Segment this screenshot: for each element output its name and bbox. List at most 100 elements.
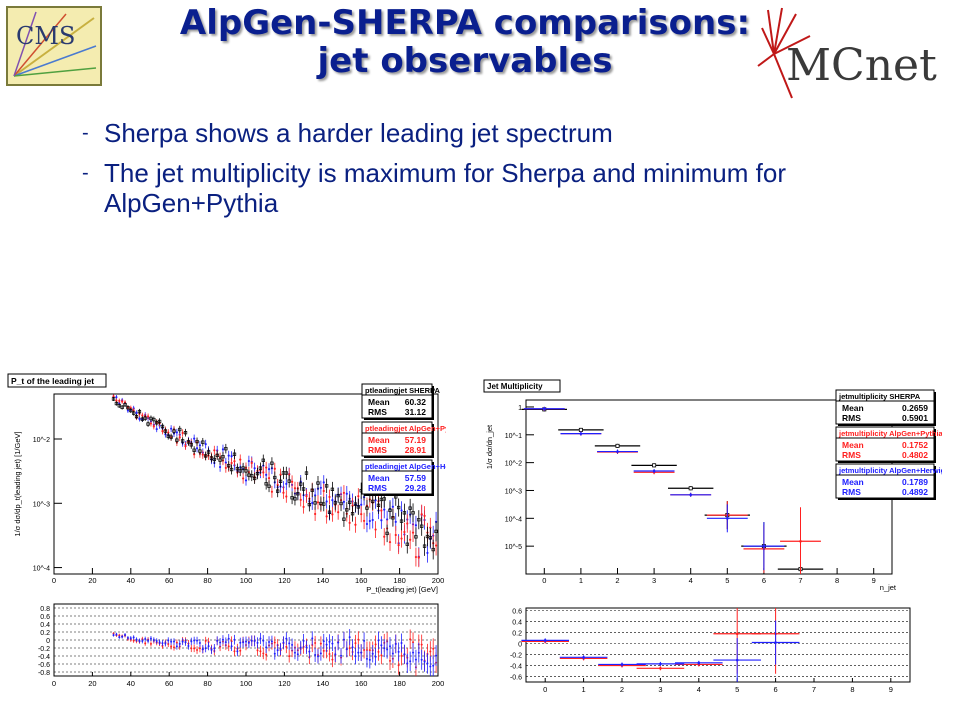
data-point xyxy=(308,650,311,653)
jet-multiplicity-chart: Jet Multiplicity 0 1 2 3 4 5 6 7 8 9 n_jet 1 10^-1 10^… xyxy=(482,378,942,596)
data-point xyxy=(319,642,322,645)
data-point xyxy=(363,649,366,652)
data-point xyxy=(170,640,173,643)
data-point xyxy=(368,658,371,661)
data-point xyxy=(132,409,135,412)
data-point xyxy=(652,463,657,468)
data-point xyxy=(121,635,124,638)
data-point xyxy=(333,501,337,505)
stats-box-frame xyxy=(361,421,433,457)
data-point xyxy=(241,466,245,470)
data-point xyxy=(111,397,116,401)
data-point xyxy=(311,637,314,640)
data-point xyxy=(385,531,389,536)
data-point xyxy=(304,471,309,475)
data-point xyxy=(331,642,334,645)
data-point xyxy=(198,444,202,447)
data-point xyxy=(129,637,132,640)
data-point xyxy=(351,646,354,649)
data-point xyxy=(219,641,222,644)
stats-box: jetmultiplicity AlpGen+Herwig Mean 0.1789 R… xyxy=(835,463,942,500)
data-point xyxy=(345,648,348,651)
data-point xyxy=(239,458,242,461)
x-tick-label: 200 xyxy=(432,679,445,688)
data-point xyxy=(420,513,423,516)
data-point xyxy=(380,509,383,512)
data-point xyxy=(285,645,288,648)
series-2 xyxy=(523,406,785,571)
data-point xyxy=(221,455,225,459)
data-point xyxy=(397,664,400,667)
data-point xyxy=(371,518,374,522)
data-point xyxy=(414,524,418,527)
data-point xyxy=(227,464,231,468)
data-point xyxy=(173,646,175,649)
data-point xyxy=(330,487,335,491)
data-point xyxy=(659,662,662,666)
data-point xyxy=(310,488,314,492)
data-point xyxy=(305,646,308,649)
data-point xyxy=(261,458,265,462)
data-point xyxy=(256,649,259,652)
x-tick-label: 5 xyxy=(725,576,729,585)
data-point xyxy=(762,544,766,548)
data-point xyxy=(543,407,546,411)
data-point xyxy=(380,644,383,647)
stats-box-title: jetmultiplicity SHERPA xyxy=(838,392,921,401)
data-point xyxy=(420,524,424,528)
data-point xyxy=(388,508,392,512)
data-point xyxy=(422,544,427,548)
data-point xyxy=(290,480,294,483)
bullet-list: - Sherpa shows a harder leading jet spec… xyxy=(82,118,802,228)
data-point xyxy=(213,449,216,452)
data-point xyxy=(397,650,400,653)
data-point xyxy=(186,440,191,444)
data-point xyxy=(190,640,193,643)
data-point xyxy=(659,666,662,670)
data-point xyxy=(423,514,426,517)
data-point xyxy=(252,476,257,481)
data-point xyxy=(322,640,325,643)
data-point xyxy=(201,440,205,444)
stats-value: 60.32 xyxy=(405,397,427,407)
data-point xyxy=(273,475,277,480)
data-point xyxy=(434,529,438,534)
data-point xyxy=(414,658,417,661)
data-point xyxy=(273,641,276,644)
data-point xyxy=(282,491,285,494)
data-point xyxy=(288,655,291,658)
data-point xyxy=(353,502,358,506)
y-tick-label: -0.4 xyxy=(510,664,522,671)
data-point xyxy=(259,637,262,640)
data-point xyxy=(265,653,268,656)
data-point xyxy=(259,650,262,653)
data-point xyxy=(354,523,357,526)
data-point xyxy=(126,406,130,410)
data-point xyxy=(365,657,368,660)
data-point xyxy=(354,642,357,645)
data-point xyxy=(360,513,363,516)
data-point xyxy=(198,449,202,453)
data-point xyxy=(616,450,619,453)
data-point xyxy=(224,641,227,644)
x-axis-label: P_t(leading jet) [GeV] xyxy=(366,585,438,594)
data-point xyxy=(167,642,170,645)
y-tick-label: -0.4 xyxy=(38,654,50,661)
data-point xyxy=(314,512,317,516)
data-point xyxy=(383,508,386,511)
data-point xyxy=(296,492,300,496)
pt-ratio-chart: 0.8 0.6 0.4 0.2 0 -0.2 -0.4 -0.6 -0.8 0 20 40 60 80 10… xyxy=(6,598,446,694)
data-point xyxy=(204,647,207,650)
data-point xyxy=(337,641,340,644)
data-point xyxy=(278,479,283,483)
x-tick-label: 100 xyxy=(240,679,253,688)
data-point xyxy=(726,517,729,520)
data-point xyxy=(307,502,312,507)
x-tick-label: 40 xyxy=(127,679,135,688)
x-tick-label: 180 xyxy=(393,576,406,585)
data-point xyxy=(383,647,386,650)
stats-value: 0.4892 xyxy=(902,487,928,497)
bullet-item: - Sherpa shows a harder leading jet spec… xyxy=(82,118,802,148)
data-point xyxy=(697,661,701,665)
data-point xyxy=(386,648,389,651)
